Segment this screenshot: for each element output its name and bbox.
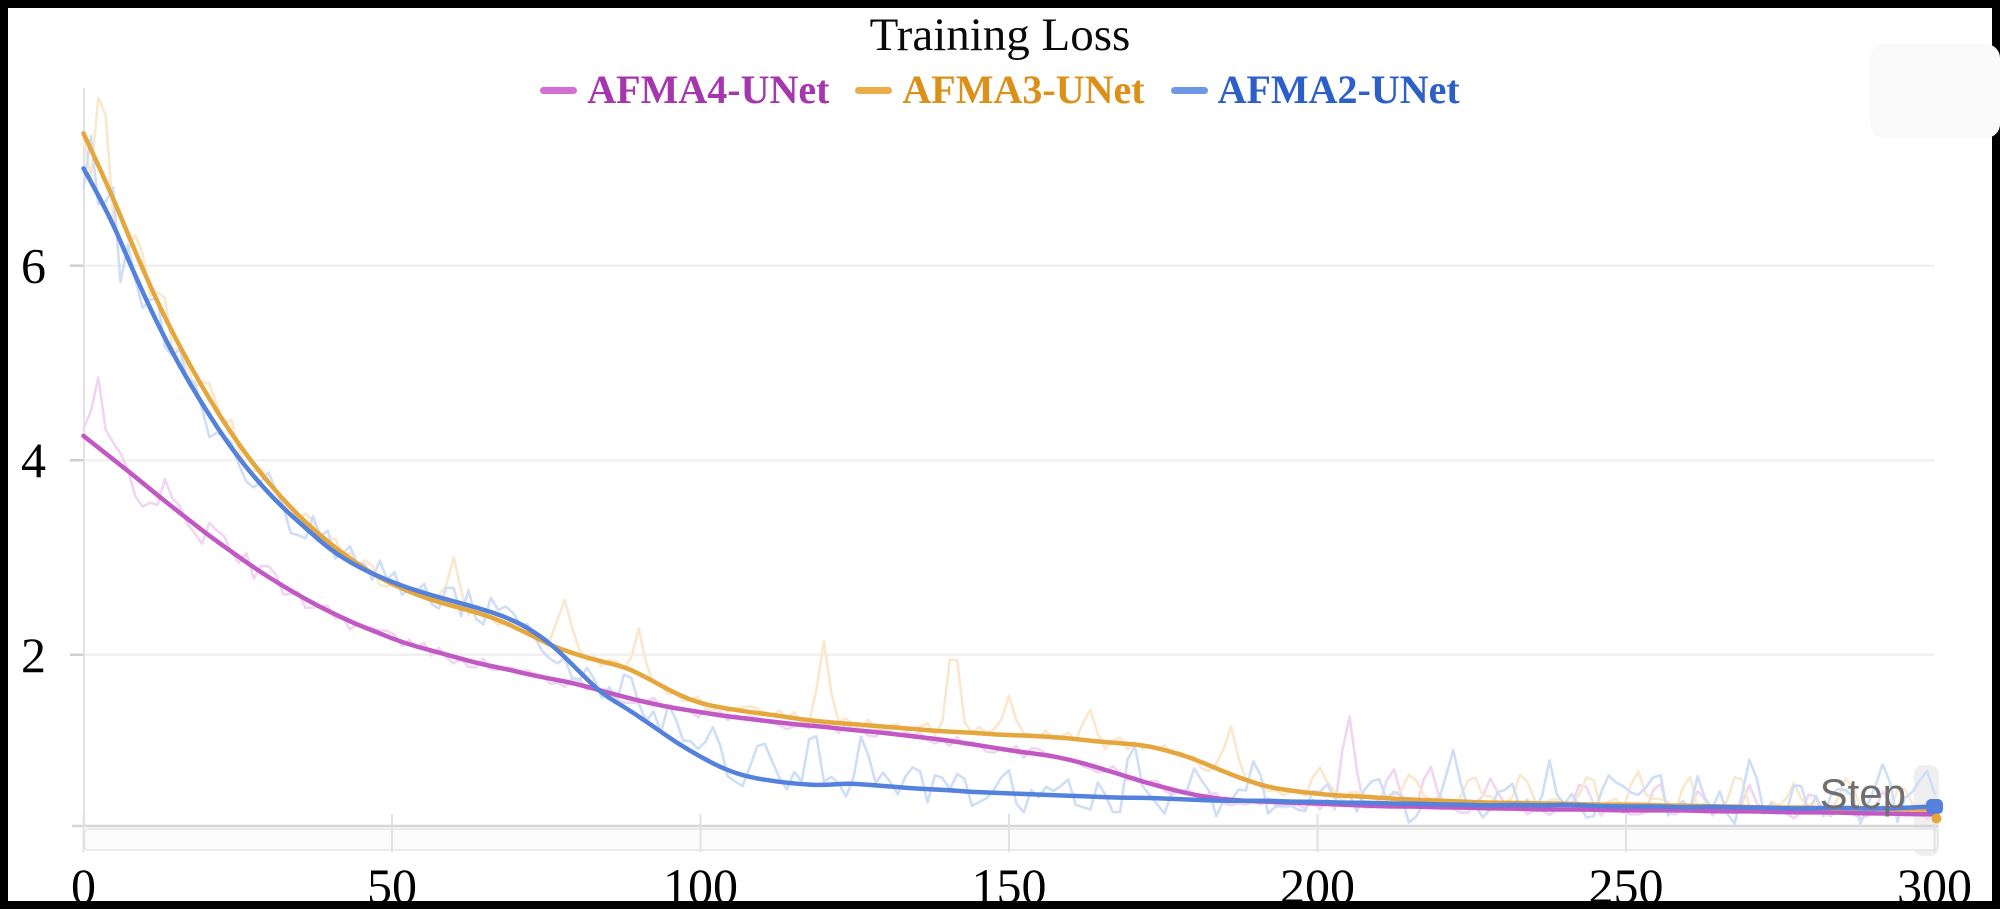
legend-item-afma3-unet[interactable]: AFMA3-UNet bbox=[855, 67, 1145, 112]
x-tick-label: 200 bbox=[1280, 858, 1355, 914]
y-tick-label: 6 bbox=[21, 238, 46, 294]
series-line-afma2-unet[interactable] bbox=[81, 166, 1937, 811]
legend: AFMA4-UNet AFMA3-UNet AFMA2-UNet bbox=[8, 65, 1992, 115]
legend-dash-icon bbox=[540, 86, 578, 94]
end-marker-afma3-unet[interactable] bbox=[1931, 813, 1942, 824]
x-tick-label: 250 bbox=[1589, 858, 1664, 914]
x-ticks: 0 50 100 150 200 250 300 bbox=[71, 814, 1972, 914]
series-raw-afma2-unet bbox=[82, 134, 1936, 825]
ghost-panel bbox=[1870, 44, 2000, 138]
legend-dash-icon bbox=[855, 86, 893, 94]
series-raw-afma4-unet bbox=[82, 376, 1936, 821]
slider-bar[interactable] bbox=[83, 828, 1939, 851]
end-marker-afma2-unet[interactable] bbox=[1926, 799, 1943, 815]
x-tick-label: 100 bbox=[663, 858, 738, 914]
legend-item-afma2-unet[interactable]: AFMA2-UNet bbox=[1170, 67, 1460, 112]
x-tick-label: 50 bbox=[367, 858, 417, 914]
series-line-afma4-unet[interactable] bbox=[81, 433, 1937, 817]
x-axis-title: Step bbox=[1819, 770, 1906, 817]
legend-label: AFMA3-UNet bbox=[902, 67, 1145, 112]
y-tick-label: 2 bbox=[21, 627, 46, 683]
legend-dash-icon bbox=[1170, 86, 1208, 94]
chart-svg[interactable]: 2 4 6 0 50 100 150 200 250 300 bbox=[8, 8, 2000, 917]
x-tick-label: 300 bbox=[1897, 858, 1972, 914]
x-tick-label: 150 bbox=[972, 858, 1047, 914]
x-tick-label: 0 bbox=[71, 858, 96, 914]
series-line-afma3-unet[interactable] bbox=[81, 131, 1937, 812]
legend-item-afma4-unet[interactable]: AFMA4-UNet bbox=[540, 70, 829, 110]
legend-label: AFMA4-UNet bbox=[587, 67, 830, 112]
page-title: Training Loss bbox=[869, 9, 1131, 61]
series-raw-afma3-unet bbox=[82, 96, 1936, 818]
y-grid: 2 4 6 bbox=[21, 238, 1935, 683]
legend-label: AFMA2-UNet bbox=[1217, 67, 1460, 112]
y-tick-label: 4 bbox=[21, 432, 46, 488]
